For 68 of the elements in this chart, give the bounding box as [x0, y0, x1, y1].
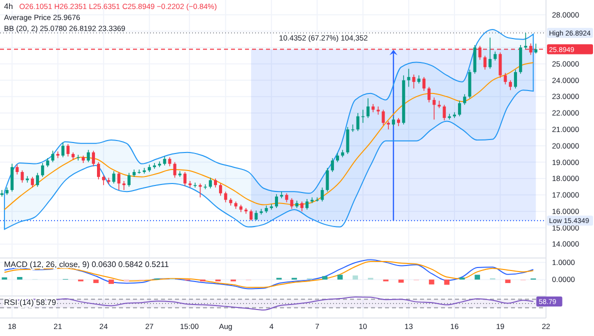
chart-title: RSI (14) 58.79	[4, 298, 57, 307]
candlestick	[219, 183, 222, 196]
candlestick	[524, 32, 528, 50]
candlestick	[300, 201, 304, 212]
candlestick	[336, 152, 340, 163]
candlestick	[488, 37, 492, 70]
candlestick	[290, 198, 294, 210]
candlestick	[46, 158, 50, 168]
candlestick	[346, 126, 350, 154]
candlestick	[183, 172, 186, 186]
candlestick	[392, 116, 395, 127]
candlestick	[16, 164, 19, 175]
candlestick	[250, 209, 253, 221]
candlestick	[514, 69, 518, 89]
candlestick	[102, 174, 106, 186]
candlestick	[117, 172, 120, 190]
candlestick	[86, 149, 90, 163]
candlestick	[92, 150, 95, 167]
candlestick	[96, 162, 100, 180]
candlestick	[463, 94, 466, 106]
candlestick	[356, 112, 360, 132]
candlestick	[20, 170, 24, 184]
candlestick	[128, 172, 131, 188]
candlestick	[305, 198, 309, 210]
candlestick	[534, 43, 538, 54]
candlestick	[66, 144, 70, 157]
candlestick	[61, 142, 64, 158]
candlestick	[10, 163, 14, 192]
candlestick	[188, 180, 192, 188]
chart-title: MACD (12, 26, close, 9) 0.0630 0.5842 0.5211	[4, 260, 170, 269]
candlestick	[422, 76, 426, 92]
candlestick	[30, 176, 34, 188]
candlestick	[498, 52, 502, 78]
candlestick	[508, 80, 512, 90]
candlestick	[280, 191, 284, 199]
candlestick	[494, 51, 497, 62]
candlestick	[504, 72, 507, 85]
candlestick	[412, 74, 416, 89]
candlestick	[194, 182, 197, 188]
candlestick	[432, 97, 436, 120]
candlestick	[320, 187, 324, 202]
candlestick	[428, 86, 431, 103]
candlestick	[254, 210, 258, 221]
candlestick	[442, 104, 446, 121]
candlestick	[407, 68, 410, 88]
candlestick	[386, 120, 390, 130]
candlestick	[173, 162, 176, 178]
candlestick	[41, 162, 44, 178]
candlestick	[208, 177, 212, 189]
candlestick	[198, 183, 202, 198]
candlestick	[483, 55, 487, 70]
candlestick	[274, 194, 278, 208]
candlestick	[224, 191, 228, 203]
candlestick	[330, 158, 334, 172]
candlestick	[122, 180, 126, 190]
candlestick	[214, 178, 217, 188]
candlestick	[285, 192, 288, 203]
candlestick	[382, 109, 385, 126]
candlestick	[0, 190, 4, 197]
candlestick	[51, 150, 54, 163]
candlestick	[366, 98, 370, 118]
candlestick	[112, 170, 116, 184]
candlestick	[458, 100, 462, 117]
candlestick	[168, 156, 172, 167]
candlestick	[326, 168, 329, 192]
candlestick	[163, 156, 166, 166]
candlestick	[36, 172, 40, 188]
chart-title: 4h	[4, 2, 13, 11]
